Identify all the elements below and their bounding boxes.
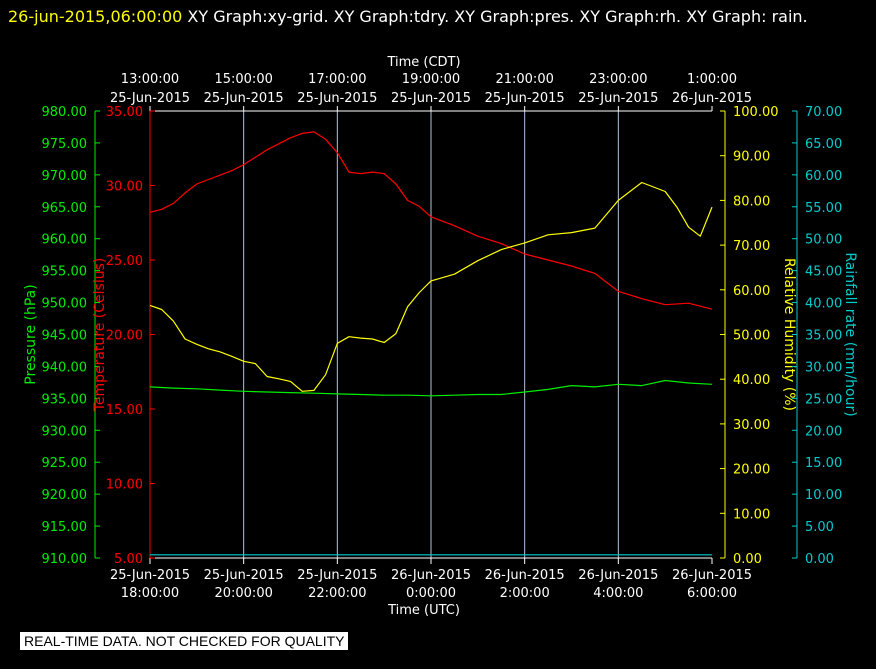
rain-tick-label: 5.00	[805, 520, 834, 535]
temperature-axis-title: Temperature (Celsius)	[92, 258, 108, 413]
x-top-tick-date: 25-Jun-2015	[391, 91, 471, 106]
x-bottom-tick-date: 25-Jun-2015	[110, 568, 190, 583]
x-bottom-tick-time: 0:00:00	[406, 586, 456, 601]
pressure-tick-label: 910.00	[42, 552, 88, 567]
humidity-axis-title: Relative Humidity (%)	[781, 258, 797, 411]
x-bottom-tick-date: 25-Jun-2015	[204, 568, 284, 583]
x-bottom-tick-time: 22:00:00	[308, 586, 366, 601]
x-top-axis-label: Time (CDT)	[386, 55, 460, 70]
x-bottom-tick-date: 26-Jun-2015	[391, 568, 471, 583]
pressure-tick-label: 975.00	[42, 137, 88, 152]
pressure-tick-label: 930.00	[42, 424, 88, 439]
rain-tick-label: 65.00	[805, 137, 842, 152]
humidity-tick-label: 100.00	[733, 105, 779, 120]
pressure-tick-label: 940.00	[42, 360, 88, 375]
x-top-tick-time: 15:00:00	[214, 72, 272, 87]
rain-tick-label: 30.00	[805, 360, 842, 375]
header-graph-list: XY Graph:xy-grid. XY Graph:tdry. XY Grap…	[182, 7, 808, 26]
rain-tick-label: 45.00	[805, 265, 842, 280]
rain-tick-label: 40.00	[805, 297, 842, 312]
disclaimer-banner: REAL-TIME DATA. NOT CHECKED FOR QUALITY	[20, 632, 349, 650]
pressure-tick-label: 915.00	[42, 520, 88, 535]
pressure-tick-label: 965.00	[42, 201, 88, 216]
x-top-tick-date: 25-Jun-2015	[297, 91, 377, 106]
x-bottom-tick-time: 18:00:00	[121, 586, 179, 601]
rain-tick-label: 15.00	[805, 456, 842, 471]
temperature-tick-label: 20.00	[106, 329, 143, 344]
humidity-tick-label: 50.00	[733, 329, 770, 344]
rain-tick-label: 55.00	[805, 201, 842, 216]
pressure-tick-label: 920.00	[42, 488, 88, 503]
x-top-tick-time: 17:00:00	[308, 72, 366, 87]
x-bottom-tick-time: 6:00:00	[687, 586, 737, 601]
rain-tick-label: 20.00	[805, 424, 842, 439]
rain-tick-label: 25.00	[805, 392, 842, 407]
humidity-tick-label: 60.00	[733, 284, 770, 299]
x-top-tick-time: 13:00:00	[121, 72, 179, 87]
x-bottom-tick-time: 4:00:00	[593, 586, 643, 601]
pressure-tick-label: 960.00	[42, 233, 88, 248]
rain-tick-label: 0.00	[805, 552, 834, 567]
temperature-tick-label: 35.00	[106, 105, 143, 120]
x-bottom-tick-date: 26-Jun-2015	[672, 568, 752, 583]
humidity-tick-label: 0.00	[733, 552, 762, 567]
x-top-tick-time: 23:00:00	[589, 72, 647, 87]
pressure-tick-label: 955.00	[42, 265, 88, 280]
x-bottom-tick-time: 2:00:00	[500, 586, 550, 601]
pressure-tick-label: 945.00	[42, 329, 88, 344]
rain-axis-title: Rainfall rate (mm/hour)	[842, 252, 858, 416]
temperature-tick-label: 15.00	[106, 403, 143, 418]
x-top-tick-date: 25-Jun-2015	[485, 91, 565, 106]
temperature-tick-label: 30.00	[106, 180, 143, 195]
humidity-tick-label: 90.00	[733, 150, 770, 165]
rain-tick-label: 50.00	[805, 233, 842, 248]
temperature-tick-label: 5.00	[114, 552, 143, 567]
temperature-series-line	[149, 131, 713, 310]
x-bottom-tick-date: 26-Jun-2015	[578, 568, 658, 583]
x-top-tick-time: 19:00:00	[402, 72, 460, 87]
pressure-tick-label: 935.00	[42, 392, 88, 407]
x-top-tick-date: 26-Jun-2015	[672, 91, 752, 106]
pressure-tick-label: 925.00	[42, 456, 88, 471]
x-top-tick-time: 21:00:00	[495, 72, 553, 87]
header-title: 26-jun-2015,06:00:00 XY Graph:xy-grid. X…	[8, 2, 868, 31]
pressure-tick-label: 950.00	[42, 297, 88, 312]
x-bottom-axis-label: Time (UTC)	[387, 603, 460, 618]
humidity-tick-label: 40.00	[733, 373, 770, 388]
x-top-tick-time: 1:00:00	[687, 72, 737, 87]
humidity-tick-label: 10.00	[733, 507, 770, 522]
humidity-tick-label: 70.00	[733, 239, 770, 254]
x-top-tick-date: 25-Jun-2015	[578, 91, 658, 106]
header-timestamp: 26-jun-2015,06:00:00	[8, 7, 183, 26]
pressure-axis-title: Pressure (hPa)	[23, 284, 39, 384]
rain-tick-label: 60.00	[805, 169, 842, 184]
rain-tick-label: 10.00	[805, 488, 842, 503]
humidity-tick-label: 30.00	[733, 418, 770, 433]
pressure-series-line	[149, 379, 713, 397]
humidity-series-line	[149, 181, 713, 392]
temperature-tick-label: 10.00	[106, 478, 143, 493]
temperature-tick-label: 25.00	[106, 254, 143, 269]
x-bottom-tick-date: 25-Jun-2015	[297, 568, 377, 583]
rain-tick-label: 70.00	[805, 105, 842, 120]
humidity-tick-label: 80.00	[733, 194, 770, 209]
humidity-tick-label: 20.00	[733, 463, 770, 478]
rain-tick-label: 35.00	[805, 329, 842, 344]
pressure-tick-label: 970.00	[42, 169, 88, 184]
pressure-tick-label: 980.00	[42, 105, 88, 120]
x-top-tick-date: 25-Jun-2015	[204, 91, 284, 106]
x-bottom-tick-time: 20:00:00	[214, 586, 272, 601]
x-top-tick-date: 25-Jun-2015	[110, 91, 190, 106]
x-bottom-tick-date: 26-Jun-2015	[485, 568, 565, 583]
